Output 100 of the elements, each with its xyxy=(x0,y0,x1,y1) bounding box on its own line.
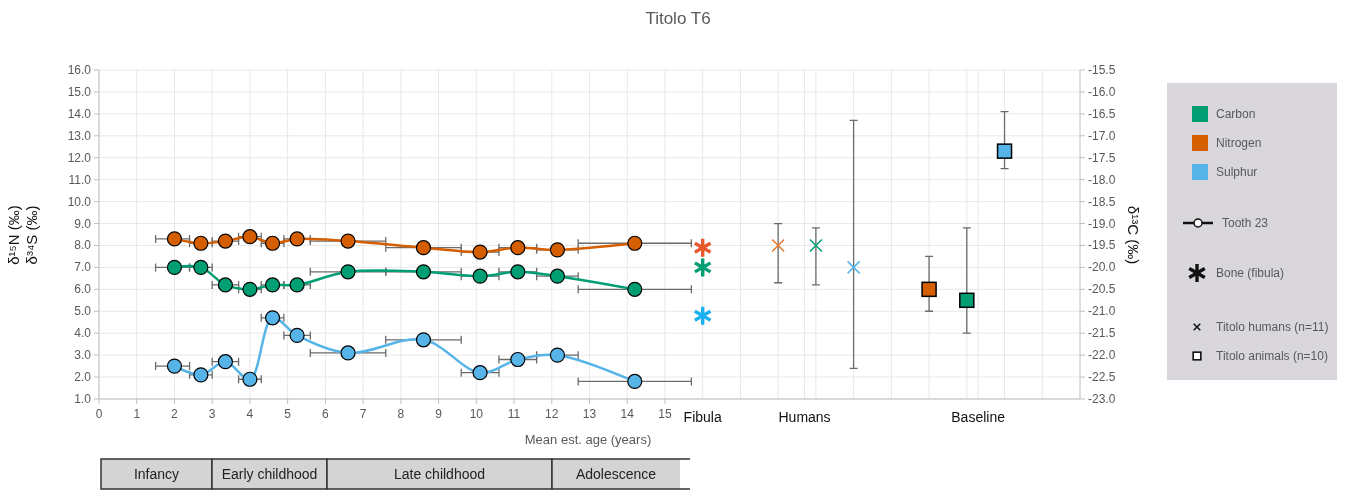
y2-tick-label: -22.0 xyxy=(1088,348,1116,363)
y-tick-label: 3.0 xyxy=(74,348,92,363)
y2-tick-label: -19.0 xyxy=(1088,216,1116,231)
y2-tick-label: -21.0 xyxy=(1088,304,1116,319)
text: Late childhood xyxy=(393,466,486,482)
y2-tick-label: -23.0 xyxy=(1088,392,1116,406)
point xyxy=(217,277,233,293)
y-tick-label: 7.0 xyxy=(74,260,92,275)
text: Titolo animals (n=10) xyxy=(1216,349,1328,363)
y2-tick-label: -17.0 xyxy=(1088,128,1116,143)
x-tick-label: Fibula xyxy=(683,409,722,425)
x-tick-label: 9 xyxy=(435,407,443,421)
point xyxy=(289,277,305,293)
point xyxy=(549,268,566,284)
y-tick-label: 15.0 xyxy=(67,84,92,99)
x-tick-label: 7 xyxy=(359,407,367,421)
point xyxy=(549,347,566,363)
y-tick-label: 2.0 xyxy=(74,370,92,385)
x-tick-label: 6 xyxy=(322,407,330,421)
x-tick-label: 8 xyxy=(397,407,405,421)
point xyxy=(510,264,526,280)
y-tick-label: 11.0 xyxy=(68,172,92,187)
x-tick-label: 0 xyxy=(95,407,103,421)
point xyxy=(193,235,209,251)
point xyxy=(340,345,356,361)
x-tick-label: 15 xyxy=(658,407,672,421)
point xyxy=(771,238,785,253)
y2-tick-label: -20.5 xyxy=(1088,282,1116,297)
point xyxy=(193,259,209,275)
x-tick-label: 10 xyxy=(469,407,484,421)
y-tick-label: 10.0 xyxy=(67,194,92,209)
point xyxy=(217,233,233,249)
point xyxy=(264,235,281,251)
point xyxy=(289,327,305,343)
y2-tick-label: -15.5 xyxy=(1088,63,1116,77)
point xyxy=(959,292,975,309)
point xyxy=(415,240,432,256)
y-tick-label: 14.0 xyxy=(67,106,92,121)
point xyxy=(510,351,526,368)
x-tick-label: 12 xyxy=(545,407,559,421)
x-tick-label: 5 xyxy=(284,407,292,421)
y-tick-label: 13.0 xyxy=(67,128,92,143)
point xyxy=(549,242,566,258)
point xyxy=(415,264,432,280)
point xyxy=(809,238,823,253)
legend-label: Sulphur xyxy=(1216,165,1258,179)
y2-tick-label: -16.0 xyxy=(1088,84,1116,99)
x-tick-label: 2 xyxy=(171,407,179,421)
point xyxy=(264,310,281,326)
y2-tick-label: -18.5 xyxy=(1088,194,1116,209)
point xyxy=(340,233,356,249)
text: Tooth 23 xyxy=(1222,216,1269,230)
x-tick-label: Baseline xyxy=(951,409,1006,425)
point xyxy=(340,264,356,280)
x-tick-label: 1 xyxy=(133,407,141,421)
x-tick-label: 14 xyxy=(620,407,635,421)
point xyxy=(264,277,281,293)
point xyxy=(193,367,209,383)
y2-tick-label: -22.5 xyxy=(1088,370,1116,385)
point xyxy=(472,365,488,381)
point xyxy=(472,268,488,284)
legend-label: Nitrogen xyxy=(1216,136,1262,150)
point xyxy=(166,231,183,247)
y-tick-label: 5.0 xyxy=(74,304,92,319)
x-tick-label: 3 xyxy=(208,407,216,421)
point xyxy=(415,332,432,348)
point xyxy=(627,235,643,251)
text: Bone (fibula) xyxy=(1216,266,1285,280)
point xyxy=(694,306,712,325)
x-tick-label: 11 xyxy=(507,407,521,421)
y-tick-label: 16.0 xyxy=(67,63,92,77)
y-tick-label: 1.0 xyxy=(74,392,92,406)
point xyxy=(472,244,488,260)
x-axis-title: Mean est. age (years) xyxy=(524,432,652,447)
point xyxy=(166,259,183,275)
y2-tick-label: -19.5 xyxy=(1088,238,1116,253)
y-tick-label: 9.0 xyxy=(74,216,92,231)
text: Infancy xyxy=(133,466,180,482)
chart-title: Titolo T6 xyxy=(645,9,711,28)
point xyxy=(242,281,258,297)
text: Titolo humans (n=11) xyxy=(1216,320,1329,334)
legend-label: Carbon xyxy=(1216,107,1256,121)
point xyxy=(217,354,233,370)
point xyxy=(166,358,183,374)
point xyxy=(627,373,643,390)
y2-tick-label: -17.5 xyxy=(1088,150,1116,165)
point xyxy=(242,229,258,245)
y-tick-label: 12.0 xyxy=(67,150,92,165)
x-tick-label: 13 xyxy=(582,407,597,421)
point xyxy=(694,238,712,257)
x-tick-label: 4 xyxy=(246,407,254,421)
point xyxy=(694,258,712,277)
point xyxy=(627,281,643,297)
y2-tick-label: -20.0 xyxy=(1088,260,1116,275)
y-tick-label: 6.0 xyxy=(74,282,92,297)
y2-tick-label: -21.5 xyxy=(1088,326,1116,341)
y-tick-label: 8.0 xyxy=(74,238,92,253)
point xyxy=(242,371,258,387)
point xyxy=(289,231,305,247)
point xyxy=(510,240,526,256)
